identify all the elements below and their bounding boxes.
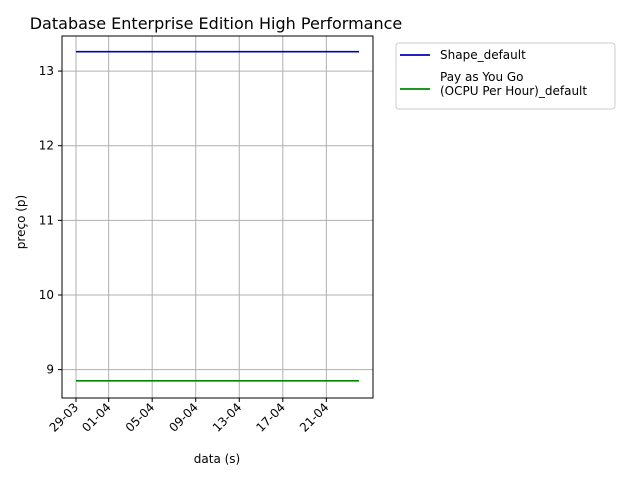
y-tick-label: 9 <box>46 363 54 377</box>
x-tick-label: 13-04 <box>210 400 245 435</box>
x-tick-label: 29-03 <box>47 400 82 435</box>
y-axis-label: preço (p) <box>14 195 28 249</box>
y-tick-label: 11 <box>39 213 54 227</box>
chart-title: Database Enterprise Edition High Perform… <box>30 14 403 33</box>
y-tick-label: 13 <box>39 64 54 78</box>
y-tick-label: 12 <box>39 139 54 153</box>
x-tick-label: 05-04 <box>123 400 158 435</box>
x-tick-label: 01-04 <box>79 400 114 435</box>
y-axis-ticks: 9 10 11 12 13 <box>39 64 62 377</box>
x-tick-label: 17-04 <box>253 400 288 435</box>
series-lines <box>76 50 359 382</box>
x-tick-label: 09-04 <box>166 400 201 435</box>
legend-label: Shape_default <box>440 48 526 62</box>
x-tick-label: 21-04 <box>297 400 332 435</box>
plot-frame <box>61 35 374 399</box>
legend-label: Pay as You Go (OCPU Per Hour)_default <box>440 70 587 98</box>
x-axis-label: data (s) <box>194 452 240 466</box>
y-tick-label: 10 <box>39 288 54 302</box>
legend: Shape_default Pay as You Go (OCPU Per Hour… <box>395 42 616 110</box>
grid-lines <box>62 36 373 398</box>
legend-box <box>395 42 616 110</box>
